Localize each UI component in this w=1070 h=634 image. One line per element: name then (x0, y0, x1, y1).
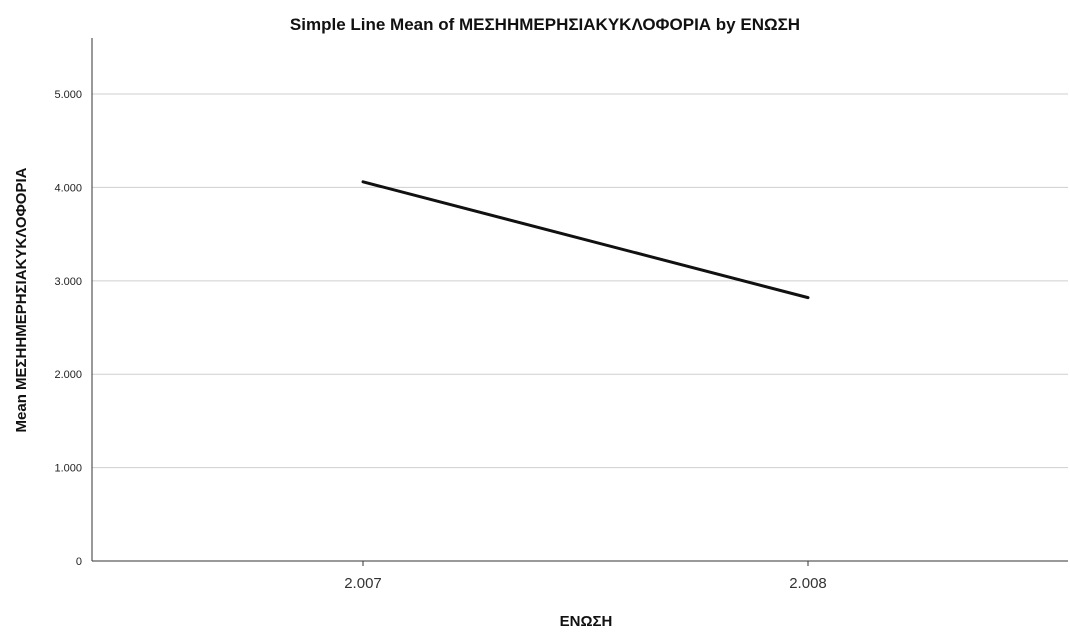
y-tick-label: 2.000 (54, 369, 82, 381)
y-tick-label: 1.000 (54, 463, 82, 475)
x-tick-label: 2.007 (344, 575, 382, 592)
y-tick-labels: 0 1.000 2.000 3.000 4.000 5.000 (54, 89, 82, 568)
gridlines (92, 93, 1068, 469)
y-axis-title: Mean ΜΕΣΗΗΜΕΡΗΣΙΑΚΥΚΛΟΦΟΡΙΑ (13, 167, 30, 432)
y-tick-label: 3.000 (54, 276, 82, 288)
series-line (361, 180, 810, 300)
x-tick-labels: 2.007 2.008 (344, 561, 827, 592)
chart-title: Simple Line Mean of ΜΕΣΗΗΜΕΡΗΣΙΑΚΥΚΛΟΦΟΡ… (290, 15, 800, 34)
x-axis-title: ΕΝΩΣΗ (560, 613, 613, 630)
y-tick-label: 5.000 (54, 89, 82, 101)
y-tick-label: 4.000 (54, 182, 82, 194)
x-tick-label: 2.008 (789, 575, 827, 592)
series-lines (361, 180, 810, 300)
y-tick-label: 0 (76, 556, 82, 568)
